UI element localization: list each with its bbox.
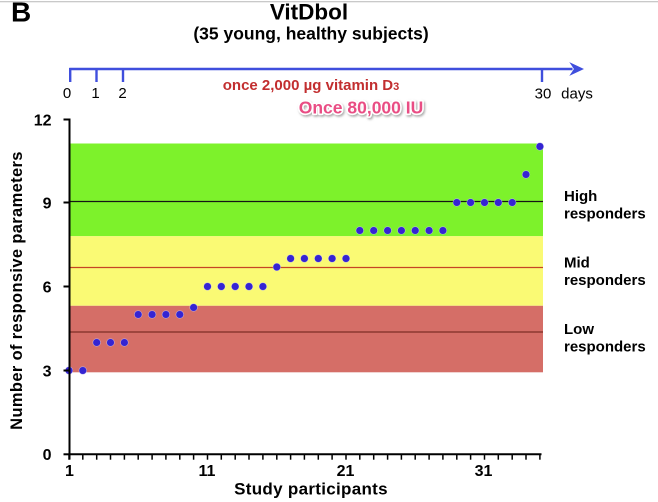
svg-text:Low: Low	[564, 321, 594, 338]
svg-text:31: 31	[475, 463, 493, 480]
svg-text:responders: responders	[564, 338, 646, 355]
svg-text:1: 1	[65, 463, 74, 480]
svg-text:VitDbol: VitDbol	[270, 0, 348, 25]
svg-text:B: B	[11, 0, 31, 28]
svg-text:responders: responders	[564, 205, 646, 222]
svg-text:2: 2	[118, 85, 126, 102]
svg-text:Number of responsive parameter: Number of responsive parameters	[8, 151, 26, 430]
svg-text:once 2,000 µg vitamin D3: once 2,000 µg vitamin D3	[223, 77, 400, 94]
svg-text:6: 6	[43, 280, 52, 297]
svg-text:Mid: Mid	[564, 255, 590, 272]
svg-text:Study participants: Study participants	[234, 480, 388, 499]
svg-text:3: 3	[43, 364, 52, 381]
svg-text:12: 12	[34, 113, 52, 130]
svg-text:Once 80,000 IU: Once 80,000 IU	[299, 98, 424, 118]
svg-text:11: 11	[199, 463, 216, 480]
svg-text:30: 30	[535, 86, 552, 103]
svg-text:High: High	[564, 188, 597, 205]
svg-text:1: 1	[91, 85, 99, 102]
svg-text:9: 9	[43, 196, 52, 213]
svg-text:days: days	[561, 86, 593, 103]
svg-text:0: 0	[43, 447, 52, 464]
svg-text:(35 young, healthy subjects): (35 young, healthy subjects)	[193, 24, 428, 44]
svg-text:0: 0	[63, 85, 71, 102]
svg-text:responders: responders	[564, 272, 646, 289]
svg-text:21: 21	[337, 463, 355, 480]
